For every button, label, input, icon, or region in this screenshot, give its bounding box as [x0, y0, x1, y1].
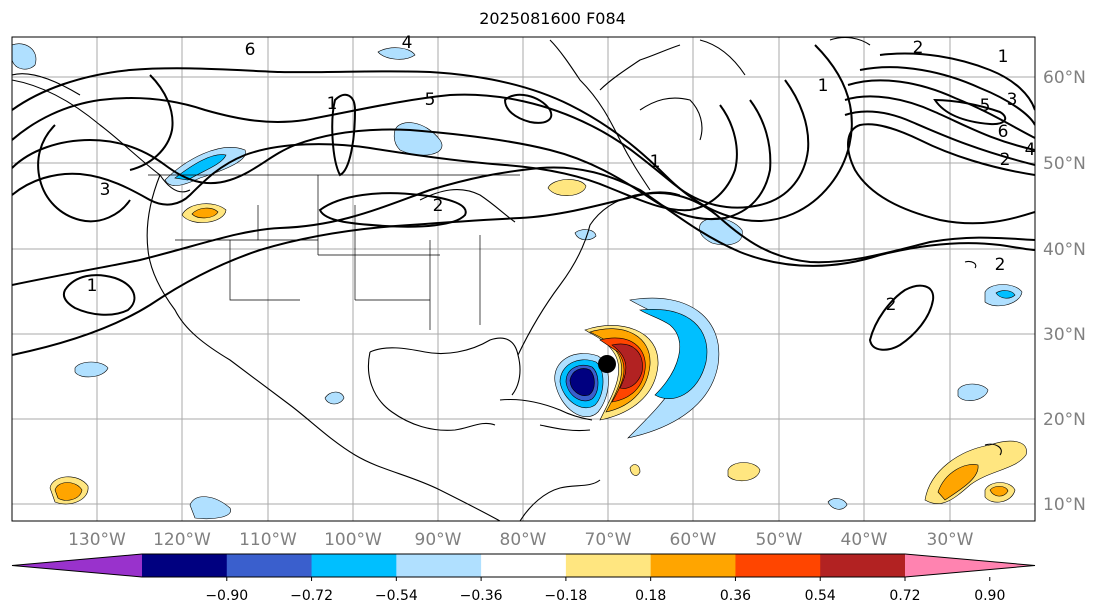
- colorbar-segment: [650, 554, 736, 577]
- longitude-label: 40°W: [841, 530, 888, 550]
- colorbar-segment: [820, 554, 906, 577]
- contour-label: 6: [998, 122, 1009, 142]
- colorbar-tick-label: 0.90: [974, 588, 1005, 604]
- colorbar-outline: [11, 553, 1036, 578]
- colorbar-segment: [226, 554, 313, 577]
- plot-frame: [11, 36, 1036, 522]
- longitude-label: 110°W: [239, 530, 297, 550]
- coastlines: [12, 37, 1002, 521]
- contour-label: 5: [425, 90, 436, 110]
- longitude-label: 90°W: [415, 530, 462, 550]
- colorbar-tick-label: −0.90: [205, 588, 248, 604]
- longitude-labels: 130°W 120°W 110°W 100°W 90°W 80°W 70°W 60°W 50°W…: [68, 530, 974, 550]
- anomaly-shading: [12, 43, 1027, 519]
- contour-label: 4: [402, 33, 413, 53]
- colorbar-segment: [396, 554, 482, 577]
- colorbar-segment: [565, 554, 652, 577]
- colorbar-tick-label: −0.54: [375, 588, 418, 604]
- colorbar-tick-label: 0.72: [889, 588, 920, 604]
- colorbar-segment: [481, 554, 567, 577]
- contour-label: 3: [1007, 90, 1018, 110]
- longitude-label: 120°W: [153, 530, 211, 550]
- latitude-label: 60°N: [1043, 68, 1086, 88]
- colorbar-tick-label: 0.18: [635, 588, 666, 604]
- latitude-label: 40°N: [1043, 240, 1086, 260]
- colorbar-segment: [311, 554, 397, 577]
- colorbar-tick-label: 0.54: [805, 588, 836, 604]
- contour-label: 4: [1025, 140, 1036, 160]
- longitude-label: 50°W: [756, 530, 803, 550]
- colorbar-tick-label: 0.36: [720, 588, 751, 604]
- storm-center-marker[interactable]: [598, 355, 616, 373]
- colorbar-ticks: −0.90 −0.72 −0.54 −0.36 −0.18 0.18 0.36 0.54 0.7…: [205, 577, 1005, 604]
- longitude-label: 80°W: [500, 530, 547, 550]
- contour-label: 2: [1000, 150, 1011, 170]
- colorbar-segment: [142, 554, 228, 577]
- longitude-label: 100°W: [324, 530, 382, 550]
- contour-label: 1: [998, 47, 1009, 67]
- map-title: 2025081600 F084: [479, 9, 626, 28]
- contour-label: 1: [818, 76, 829, 96]
- colorbar-tick-label: −0.36: [460, 588, 503, 604]
- colorbar-tick-label: −0.72: [290, 588, 333, 604]
- longitude-label: 60°W: [670, 530, 717, 550]
- contour-label: 1: [327, 94, 338, 114]
- latitude-label: 50°N: [1043, 154, 1086, 174]
- colorbar: [11, 553, 1036, 578]
- colorbar-tick-label: −0.18: [544, 588, 587, 604]
- contour-label: 2: [886, 295, 897, 315]
- contour-label: 2: [433, 196, 444, 216]
- colorbar-segment: [735, 554, 821, 577]
- latitude-labels: 60°N 50°N 40°N 30°N 20°N 10°N: [1043, 68, 1086, 515]
- contour-lines: [12, 44, 1035, 356]
- longitude-label: 30°W: [927, 530, 974, 550]
- contour-label: 3: [100, 180, 111, 200]
- latitude-label: 30°N: [1043, 325, 1086, 345]
- graticule: [12, 37, 1035, 521]
- contour-label: 2: [995, 255, 1006, 275]
- latitude-label: 20°N: [1043, 410, 1086, 430]
- contour-label: 1: [87, 276, 98, 296]
- contour-label: 2: [913, 38, 924, 58]
- longitude-label: 70°W: [585, 530, 632, 550]
- colorbar-extend-low: [12, 554, 142, 577]
- contour-label: 1: [650, 152, 661, 172]
- contour-label: 6: [245, 40, 256, 60]
- latitude-label: 10°N: [1043, 495, 1086, 515]
- longitude-label: 130°W: [68, 530, 126, 550]
- colorbar-extend-high: [905, 554, 1035, 577]
- contour-label: 5: [980, 96, 991, 116]
